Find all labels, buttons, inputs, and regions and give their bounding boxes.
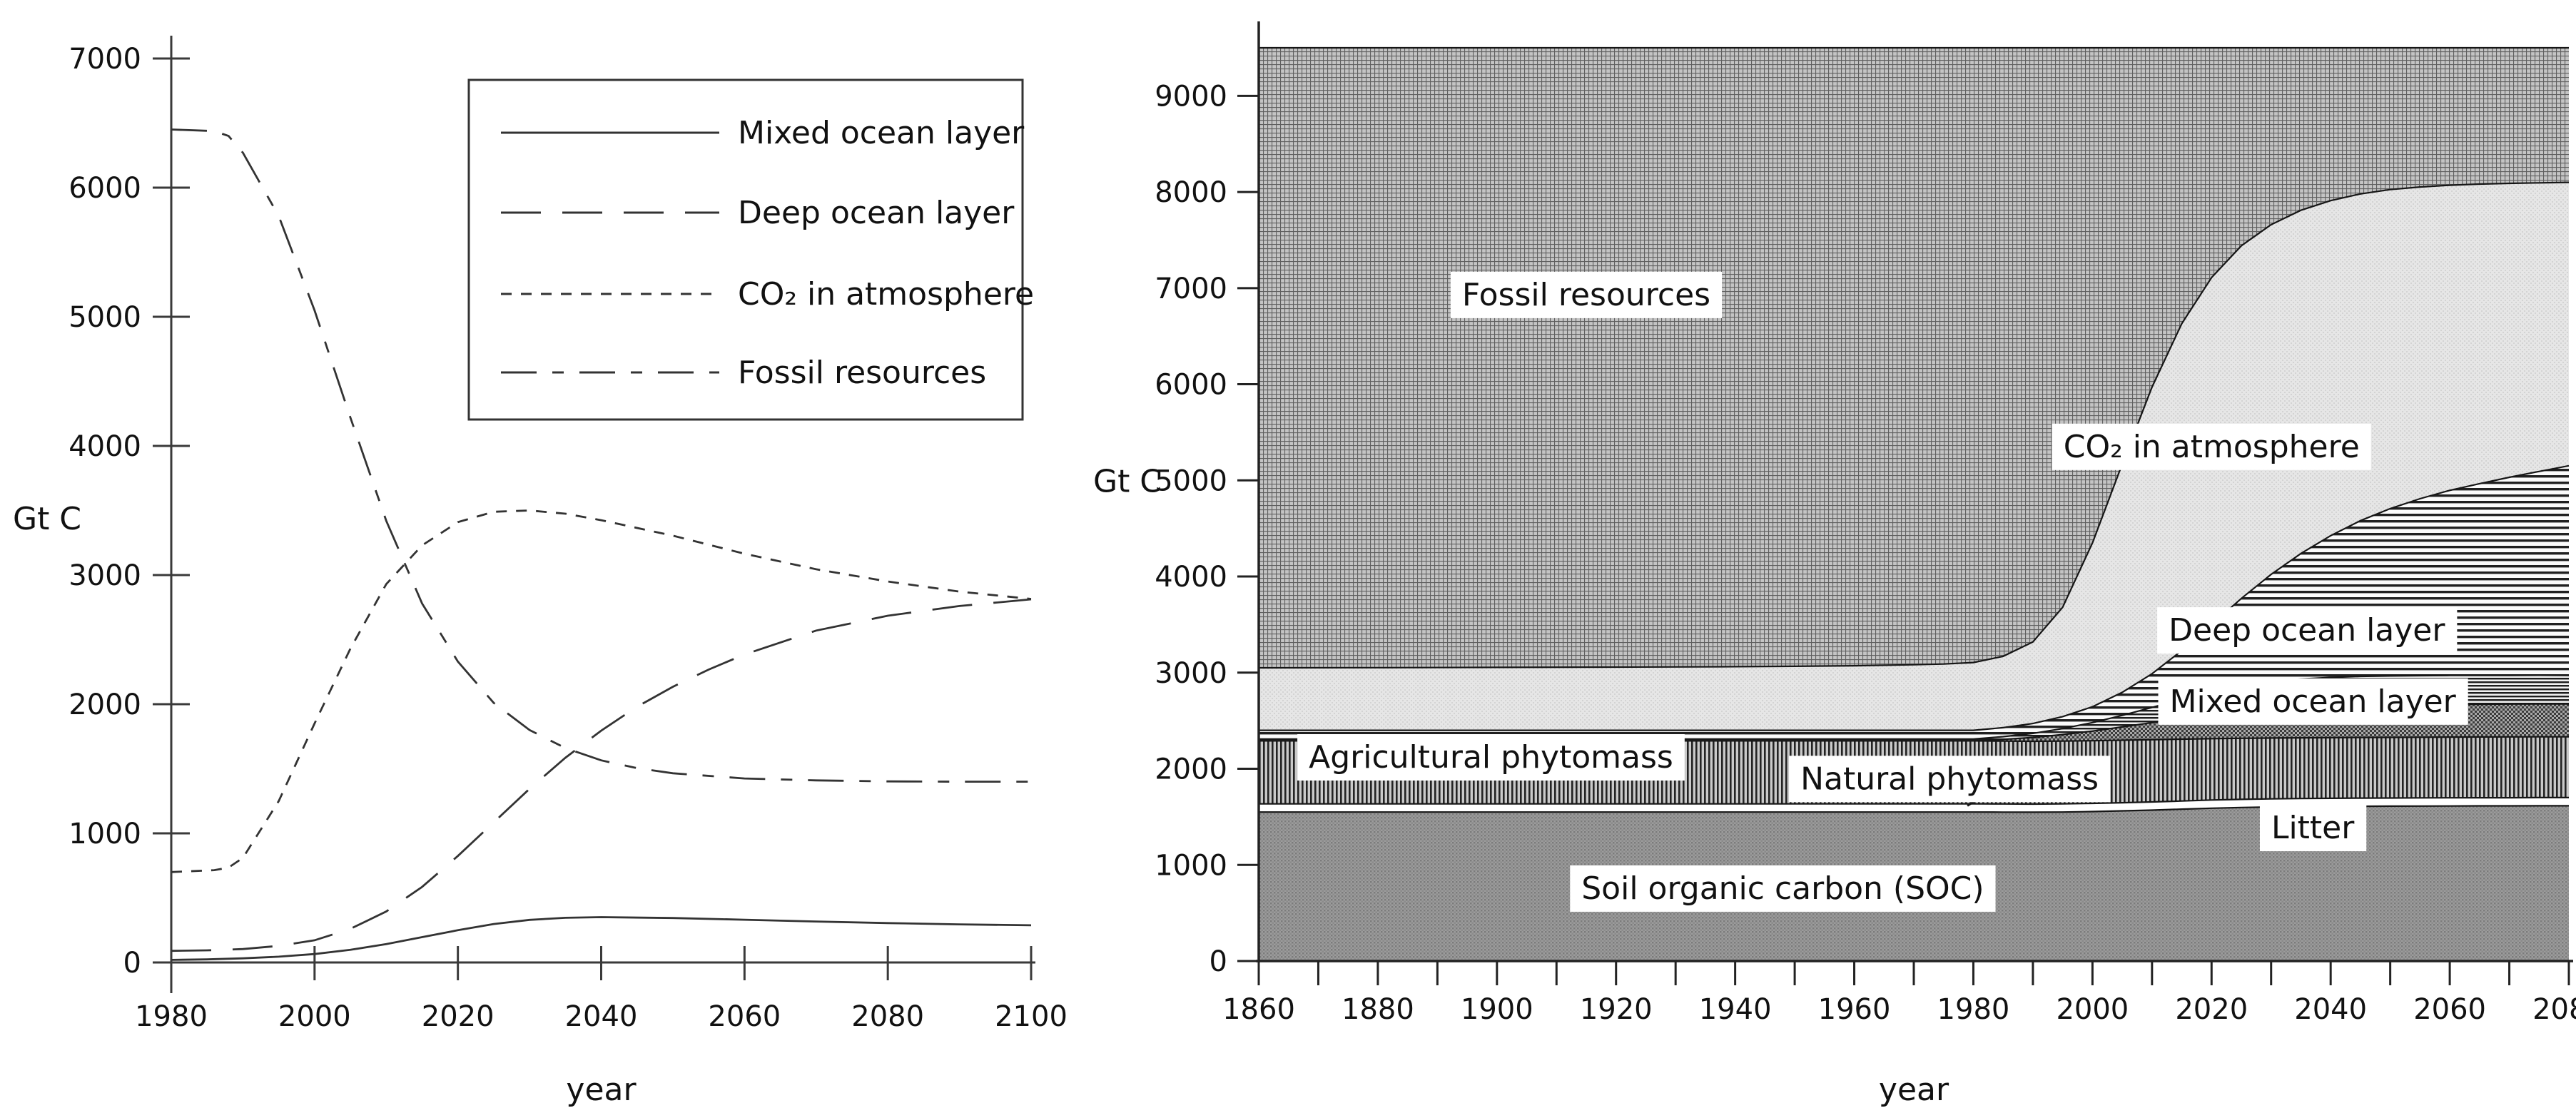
right-x-tick-label: 1980: [1937, 993, 2010, 1026]
region-label-6: Litter: [2259, 805, 2367, 852]
right-x-tick-label: 1920: [1580, 993, 1653, 1026]
left-line-chart: 0 1000 2000 3000 4000 5000 6000 7000 1980 2000 202…: [13, 36, 1068, 1108]
region-label-box: [1789, 756, 2111, 803]
left-x-tick-label: 2060: [708, 1000, 781, 1033]
right-y-tick-label: 7000: [1155, 273, 1227, 305]
left-series-3: [171, 128, 1031, 783]
left-x-tick-label: 2080: [851, 1000, 924, 1033]
right-stacked-area-chart: 0 1000 2000 3000 4000 5000 6000 7000 8000 9000 186…: [1093, 21, 2576, 1108]
left-y-tick-label: 5000: [69, 301, 141, 334]
layer-boundary-4: [1259, 674, 2570, 740]
right-y-tick-label: 6000: [1155, 369, 1227, 402]
left-x-tick-label: 2020: [422, 1000, 495, 1033]
left-y-tick-label: 3000: [69, 559, 141, 592]
right-x-tick-label: 1960: [1818, 993, 1891, 1026]
right-y-axis-title: Gt C: [1093, 463, 1162, 499]
right-x-tick-label: 2000: [2056, 993, 2129, 1026]
region-label-3: Mixed ocean layer: [2158, 678, 2468, 725]
left-series-2: [171, 509, 1032, 873]
left-y-tick-label: 0: [123, 947, 141, 980]
right-y-tick-label: 5000: [1155, 464, 1227, 497]
layer-boundary-1: [1259, 796, 2569, 806]
area-layer-6-light-gray-dots: [1259, 182, 2569, 731]
right-x-tick-label: 2080: [2532, 993, 2576, 1026]
region-label-7: Soil organic carbon (SOC): [1570, 865, 1996, 912]
left-y-axis-title: Gt C: [13, 501, 81, 537]
left-y-tick-label: 2000: [69, 688, 141, 721]
right-y-tick-label: 2000: [1155, 753, 1227, 786]
right-x-tick-label: 2020: [2175, 993, 2248, 1026]
right-x-tick-label: 1940: [1699, 993, 1772, 1026]
region-label-1: CO₂ in atmosphere: [2052, 423, 2371, 470]
right-y-tick-label: 3000: [1155, 657, 1227, 690]
region-label-4: Agricultural phytomass: [1297, 734, 1685, 781]
right-y-tick-label: 9000: [1155, 80, 1227, 113]
left-x-tick-label: 2100: [995, 1000, 1068, 1033]
region-label-text: Mixed ocean layer: [2170, 683, 2457, 720]
left-x-tick-label: 2040: [565, 1000, 638, 1033]
region-label-2: Deep ocean layer: [2157, 607, 2458, 654]
region-label-text: Litter: [2271, 810, 2355, 846]
region-label-box: [2157, 607, 2458, 654]
right-x-tick-label: 1900: [1461, 993, 1533, 1026]
legend-box: [467, 78, 1024, 421]
region-label-0: Fossil resources: [1450, 271, 1723, 318]
left-y-tick-label: 7000: [69, 43, 141, 76]
right-x-tick-label: 2060: [2413, 993, 2486, 1026]
region-label-text: Soil organic carbon (SOC): [1581, 870, 1984, 907]
region-label-text: Natural phytomass: [1800, 761, 2099, 797]
region-label-text: CO₂ in atmosphere: [2064, 429, 2360, 465]
right-x-tick-label: 1880: [1342, 993, 1414, 1026]
region-label-text: Fossil resources: [1462, 277, 1710, 313]
area-layer-1-white: [1259, 797, 2569, 813]
legend-label: Deep ocean layer: [738, 195, 1015, 231]
area-layer-5-horizontal-lines: [1259, 465, 2569, 739]
area-layer-7-crosshatch-grid: [1259, 48, 2569, 668]
region-label-box: [1570, 865, 1996, 912]
region-label-box: [1450, 271, 1723, 318]
left-legend: Mixed ocean layer Deep ocean layer CO₂ in …: [467, 78, 1034, 421]
layer-boundary-0: [1259, 805, 2569, 813]
region-label-5: Natural phytomass: [1789, 756, 2111, 803]
right-axes: 0 1000 2000 3000 4000 5000 6000 7000 8000 9000 186…: [1155, 21, 2576, 1026]
left-y-tick-label: 6000: [69, 172, 141, 205]
right-y-tick-label: 4000: [1155, 561, 1227, 594]
left-y-tick-label: 4000: [69, 430, 141, 463]
right-y-tick-label: 1000: [1155, 849, 1227, 882]
region-label-box: [2259, 805, 2367, 852]
legend-label: Fossil resources: [738, 355, 986, 391]
legend-label: Mixed ocean layer: [738, 115, 1025, 151]
left-x-tick-label: 1980: [135, 1000, 208, 1033]
region-label-text: Agricultural phytomass: [1309, 739, 1673, 776]
left-x-tick-label: 2000: [278, 1000, 351, 1033]
left-x-axis-title: year: [566, 1072, 637, 1108]
right-y-tick-label: 0: [1210, 945, 1227, 978]
region-label-box: [2158, 678, 2468, 725]
left-axes: 0 1000 2000 3000 4000 5000 6000 7000 1980 2000 202…: [69, 36, 1068, 1033]
region-label-box: [2052, 423, 2371, 470]
region-label-text: Deep ocean layer: [2169, 612, 2445, 649]
left-y-tick-label: 1000: [69, 818, 141, 850]
right-x-axis-title: year: [1879, 1072, 1949, 1108]
right-x-tick-label: 1860: [1222, 993, 1295, 1026]
legend-label: CO₂ in atmosphere: [738, 276, 1034, 312]
left-series-0: [171, 916, 1032, 961]
layer-boundary-5: [1259, 464, 2570, 731]
region-label-box: [1297, 734, 1685, 781]
right-y-tick-label: 8000: [1155, 176, 1227, 209]
right-x-tick-label: 2040: [2294, 993, 2367, 1026]
